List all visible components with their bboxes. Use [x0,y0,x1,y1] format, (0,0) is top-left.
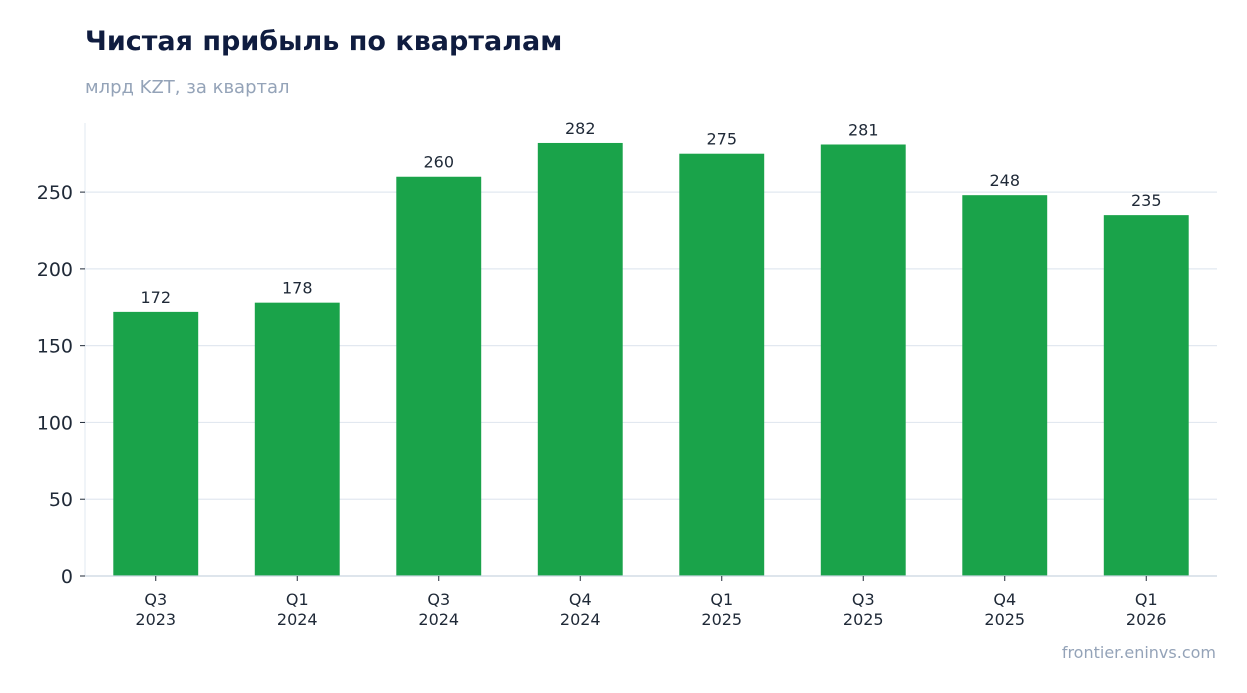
bar-value-label: 281 [848,120,879,139]
y-tick-label: 100 [37,412,73,434]
bar [254,302,340,576]
x-tick-label-year: 2023 [135,610,176,629]
bar-value-label: 172 [140,288,171,307]
x-tick-label-quarter: Q1 [710,590,733,609]
x-tick-label-quarter: Q3 [852,590,875,609]
bar-value-label: 275 [706,130,737,149]
x-tick-label-quarter: Q3 [144,590,167,609]
x-tick-label-quarter: Q1 [286,590,309,609]
bar [113,311,199,576]
bar [679,153,765,577]
bar-value-label: 178 [282,279,313,298]
data-labels: 172 178 260 282 275 281 248 235 [140,119,1161,307]
x-tick-label-year: 2025 [843,610,884,629]
y-tick-label: 50 [49,489,73,511]
x-tick-label-year: 2024 [560,610,601,629]
bar-value-label: 260 [423,153,454,172]
x-tick-label-year: 2026 [1126,610,1167,629]
source-link[interactable]: frontier.eninvs.com [1061,643,1216,662]
x-tick-label-year: 2024 [418,610,459,629]
y-tick-label: 200 [37,259,73,281]
bar [537,142,623,576]
bar [1103,215,1189,576]
bars [113,142,1189,577]
x-tick-label-year: 2024 [277,610,318,629]
bar [396,176,482,576]
x-tick-label-year: 2025 [984,610,1025,629]
x-tick-label-year: 2025 [701,610,742,629]
x-tick-label-quarter: Q1 [1135,590,1158,609]
bar-value-label: 248 [989,171,1020,190]
y-tick-label: 250 [37,182,73,204]
y-tick-label: 150 [37,336,73,358]
x-tick-label-quarter: Q4 [993,590,1016,609]
x-tick-label-quarter: Q3 [427,590,450,609]
bar [962,195,1048,576]
bar-value-label: 235 [1131,191,1162,210]
x-tick-label-quarter: Q4 [569,590,592,609]
chart-title: Чистая прибыль по кварталам [85,26,563,57]
bar-value-label: 282 [565,119,596,138]
axes: 050100150200250Q32023Q12024Q32024Q42024Q… [37,123,1217,629]
bar [820,144,906,577]
chart-subtitle: млрд KZT, за квартал [85,77,290,98]
y-tick-label: 0 [61,566,73,588]
